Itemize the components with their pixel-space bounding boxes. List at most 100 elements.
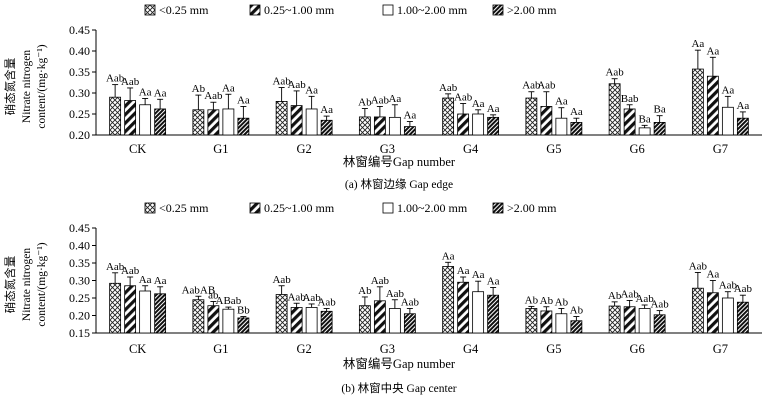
legend-label: 1.00~2.00 mm: [397, 3, 468, 17]
bar: [653, 314, 666, 334]
x-axis-label: 林窗编号Gap number: [343, 154, 456, 169]
y-axis-label: 硝态氮含量: [3, 256, 17, 314]
significance-letter: Ab: [358, 97, 372, 109]
bar: [124, 285, 137, 334]
bar: [222, 108, 235, 136]
x-tick-label: G5: [546, 142, 561, 156]
significance-letter: Bb: [237, 305, 250, 317]
legend-label: >2.00 mm: [507, 201, 557, 215]
y-tick-label: 0.35: [69, 65, 90, 79]
significance-letter: Aab: [401, 297, 420, 309]
bar: [222, 308, 235, 334]
bar: [358, 116, 371, 136]
bar: [109, 96, 122, 136]
bar: [358, 305, 371, 334]
significance-letter: Aab: [371, 275, 390, 287]
significance-letter: Aa: [403, 110, 416, 122]
x-tick-label: G3: [380, 342, 395, 356]
significance-letter: Aab: [121, 265, 140, 277]
x-tick-label: G7: [713, 142, 728, 156]
bar: [442, 266, 455, 334]
bar: [555, 117, 568, 136]
significance-letter: Aab: [734, 283, 753, 295]
y-tick-label: 0.30: [69, 274, 90, 288]
bar: [290, 307, 303, 334]
bar: [691, 68, 704, 136]
bar: [555, 313, 568, 334]
bar: [403, 126, 416, 136]
y-axis-label: Nitrate nitrogen: [21, 248, 33, 321]
significance-letter: Aa: [555, 96, 568, 108]
y-tick-label: 0.25: [69, 107, 90, 121]
bar: [540, 106, 553, 136]
significance-letter: Aa: [154, 87, 167, 99]
bar: [653, 122, 666, 136]
x-tick-label: G5: [546, 342, 561, 356]
significance-letter: Aa: [457, 265, 470, 277]
bar: [237, 317, 250, 334]
significance-letter: Aab: [287, 291, 306, 303]
significance-letter: Aab: [287, 79, 306, 91]
significance-letter: Aab: [317, 297, 336, 309]
significance-letter: Aab: [635, 293, 654, 305]
significance-letter: Aa: [139, 274, 152, 286]
y-tick-label: 0.15: [69, 326, 90, 340]
significance-letter: Aab: [106, 261, 125, 273]
bar: [139, 290, 152, 334]
y-tick-label: 0.45: [69, 221, 90, 235]
legend-swatch: [382, 4, 394, 16]
significance-letter: Aa: [472, 98, 485, 110]
bar: [192, 109, 205, 136]
panel-caption: (a) 林窗边缘 Gap edge: [345, 177, 453, 191]
x-tick-label: CK: [129, 142, 146, 156]
significance-letter: Aab: [121, 76, 140, 88]
significance-letter: Aa: [706, 269, 719, 281]
bar: [721, 297, 734, 334]
bar: [706, 75, 719, 136]
bar: [388, 308, 401, 334]
x-tick-label: G1: [213, 342, 228, 356]
x-tick-label: G7: [713, 342, 728, 356]
x-tick-label: G6: [629, 142, 644, 156]
bar: [570, 122, 583, 136]
bar: [472, 291, 485, 334]
x-tick-label: G4: [463, 342, 479, 356]
x-tick-label: G1: [213, 142, 228, 156]
significance-letter: Aa: [691, 38, 704, 50]
x-tick-label: G2: [296, 342, 311, 356]
legend-label: 0.25~1.00 mm: [264, 201, 335, 215]
legend-label: 0.25~1.00 mm: [264, 3, 335, 17]
bar: [457, 281, 470, 334]
bar: [320, 310, 333, 334]
bar: [109, 282, 122, 334]
significance-letter: Aab: [650, 299, 669, 311]
significance-letter: Aa: [487, 103, 500, 115]
significance-letter: Aab: [454, 92, 473, 104]
legend-swatch: [249, 202, 261, 214]
significance-letter: Ab: [555, 297, 569, 309]
bar: [525, 308, 538, 334]
significance-letter: Aa: [442, 250, 455, 262]
x-axis-label: 林窗编号Gap number: [343, 356, 456, 371]
significance-letter: Aab: [204, 90, 223, 102]
bar: [139, 104, 152, 136]
bar: [472, 113, 485, 136]
significance-letter: Aa: [706, 45, 719, 57]
significance-letter: Aa: [154, 275, 167, 287]
bar: [736, 301, 749, 334]
x-tick-label: G3: [380, 142, 395, 156]
bar: [457, 113, 470, 136]
legend-swatch: [249, 4, 261, 16]
bar: [540, 310, 553, 334]
bar: [305, 307, 318, 334]
significance-letter: ab: [208, 290, 219, 302]
bar: [237, 117, 250, 136]
bar: [207, 109, 220, 136]
significance-letter: Ab: [192, 83, 206, 95]
significance-letter: Ab: [540, 295, 554, 307]
significance-letter: Ab: [570, 305, 584, 317]
bar: [275, 294, 288, 334]
significance-letter: Bab: [621, 93, 639, 105]
x-tick-label: G4: [463, 142, 479, 156]
legend-swatch: [144, 4, 156, 16]
